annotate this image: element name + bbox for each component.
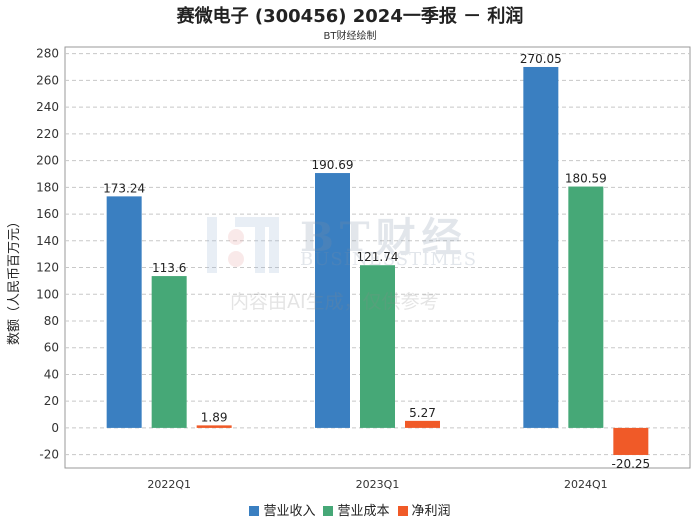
y-tick-label: 160 — [36, 207, 59, 221]
y-tick-label: 240 — [36, 100, 59, 114]
y-tick-label: 220 — [36, 127, 59, 141]
data-label: 190.69 — [312, 158, 354, 172]
y-tick-label: 100 — [36, 287, 59, 301]
legend-label: 营业收入 — [263, 504, 316, 519]
bar-营业收入-2023Q1 — [315, 173, 350, 428]
legend-item: 净利润 — [397, 500, 451, 519]
legend-item: 营业成本 — [323, 500, 390, 519]
legend-label: 营业成本 — [337, 504, 390, 519]
bar-营业收入-2022Q1 — [106, 196, 142, 428]
y-tick-label: 120 — [36, 261, 59, 275]
data-label: 1.89 — [201, 410, 228, 424]
bar-营业成本-2022Q1 — [151, 276, 187, 428]
legend-swatch — [397, 506, 408, 516]
x-tick-label: 2024Q1 — [564, 478, 608, 491]
chart-subtitle: BT财经绘制 — [323, 31, 377, 42]
y-tick-label: 80 — [44, 314, 59, 328]
y-tick-label: 260 — [36, 73, 59, 87]
chart-title: 赛微电子 (300456) 2024一季报 － 利润 — [176, 6, 524, 27]
bar-净利润-2023Q1 — [405, 420, 440, 428]
legend: 营业收入 营业成本 净利润 — [0, 500, 700, 519]
data-label: 270.05 — [520, 52, 562, 66]
legend-swatch — [323, 506, 334, 516]
data-label: 113.6 — [152, 261, 186, 275]
y-tick-label: 140 — [36, 234, 59, 248]
legend-label: 净利润 — [411, 504, 451, 519]
y-tick-label: 40 — [44, 367, 59, 381]
y-tick-label: 280 — [36, 47, 59, 61]
bar-净利润-2024Q1 — [613, 427, 649, 455]
legend-swatch — [249, 506, 260, 516]
y-tick-label: 20 — [44, 394, 59, 408]
bar-营业成本-2024Q1 — [568, 186, 604, 428]
bar-营业收入-2024Q1 — [523, 66, 559, 428]
legend-item: 营业收入 — [249, 500, 315, 519]
x-tick-label: 2023Q1 — [356, 478, 400, 491]
y-tick-label: 0 — [51, 421, 59, 435]
y-tick-label: 60 — [44, 341, 59, 355]
data-label: 5.27 — [409, 406, 436, 420]
y-tick-label: 180 — [36, 180, 59, 194]
y-tick-label: 200 — [36, 154, 59, 168]
data-label: -20.25 — [611, 457, 650, 471]
bar-营业成本-2023Q1 — [360, 265, 395, 428]
data-label: 173.24 — [103, 181, 145, 195]
bar-净利润-2022Q1 — [196, 425, 232, 428]
data-label: 121.74 — [357, 250, 399, 264]
y-tick-label: -20 — [39, 448, 59, 462]
data-label: 180.59 — [565, 172, 607, 186]
x-tick-label: 2022Q1 — [147, 478, 191, 491]
